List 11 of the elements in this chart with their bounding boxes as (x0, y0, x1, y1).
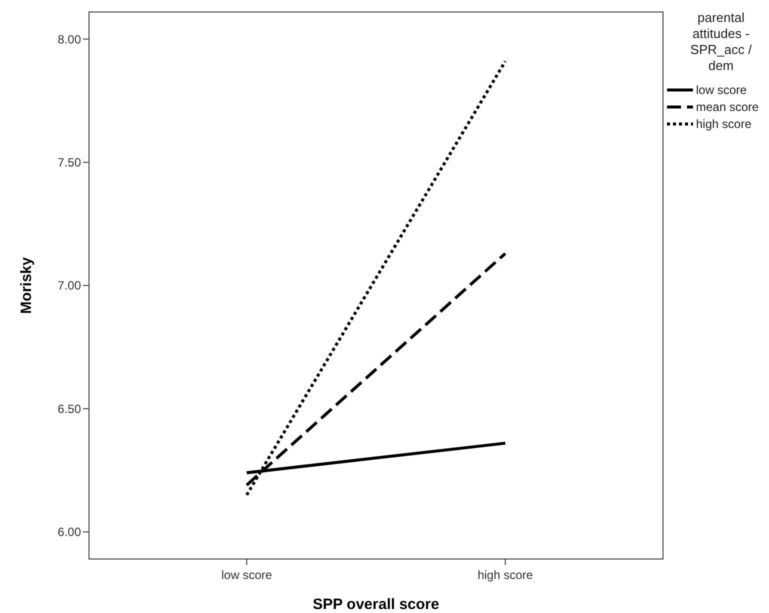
y-axis-title: Morisky (18, 256, 35, 314)
y-tick-label: 8.00 (58, 32, 82, 46)
y-tick-label: 6.50 (58, 402, 82, 416)
legend-label: low score (696, 83, 748, 98)
y-tick-label: 6.00 (58, 525, 82, 540)
legend-title: parental attitudes - SPR_acc / dem (690, 10, 752, 73)
legend-label: mean score (696, 100, 760, 114)
x-axis-title: SPP overall score (312, 596, 440, 613)
legend-label: high score (696, 117, 752, 132)
y-tick-label: 7.00 (58, 278, 82, 293)
y-tick-label: 7.50 (58, 156, 82, 170)
